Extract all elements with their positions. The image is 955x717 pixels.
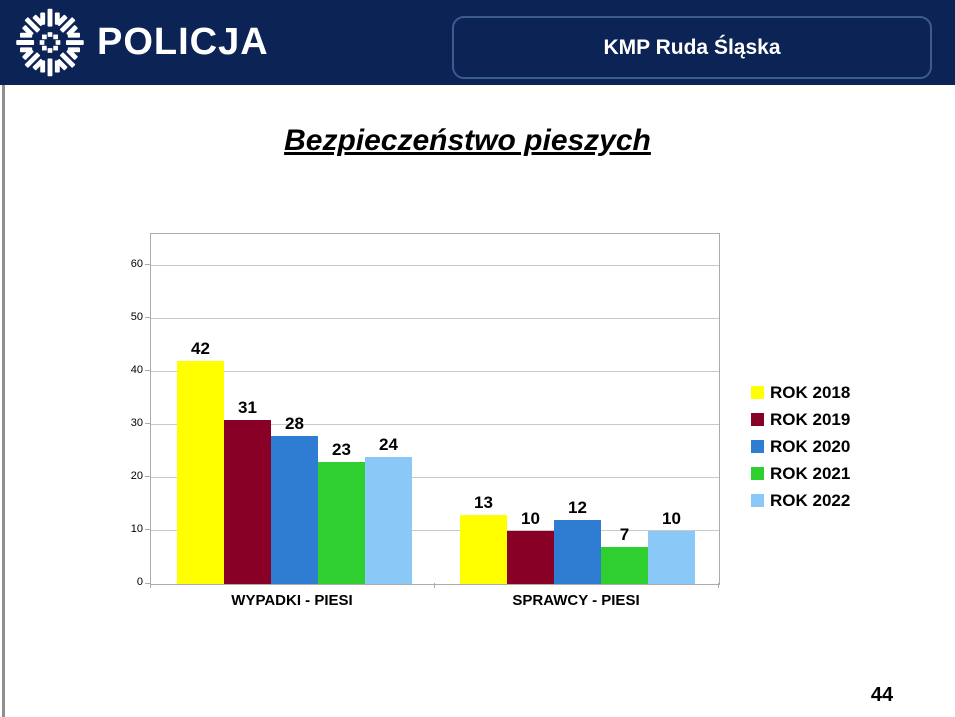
unit-badge: KMP Ruda Śląska: [452, 16, 932, 79]
bar-value-label: 10: [662, 508, 681, 528]
bar-value-label: 13: [474, 493, 493, 513]
chart-legend: ROK 2018 ROK 2019 ROK 2020 ROK 2021 ROK 2022: [751, 379, 850, 514]
legend-item: ROK 2020: [751, 433, 850, 460]
y-tick-label: 60: [130, 257, 143, 270]
bar-cell: 12: [554, 498, 601, 584]
y-tick-mark: [145, 316, 150, 318]
legend-item: ROK 2019: [751, 406, 850, 433]
y-tick-mark: [145, 475, 150, 477]
y-tick-label: 10: [130, 522, 143, 535]
bar-value-label: 24: [379, 434, 398, 454]
page-title: Bezpieczeństwo pieszych: [284, 124, 651, 157]
legend-swatch: [751, 440, 764, 453]
y-tick-mark: [145, 263, 150, 265]
gridline: [151, 370, 719, 372]
police-star-icon: [12, 5, 88, 80]
y-tick-label: 0: [136, 576, 143, 588]
bar-value-label: 28: [285, 413, 304, 433]
bar-cell: 24: [365, 435, 412, 584]
bar-value-label: 12: [568, 498, 587, 518]
bar-cell: 13: [460, 493, 507, 584]
header-bar: POLICJA KMP Ruda Śląska: [0, 0, 955, 85]
bar: [365, 456, 412, 584]
bar: [648, 530, 695, 584]
bar: [507, 530, 554, 584]
bar-value-label: 23: [332, 440, 351, 460]
legend-item: ROK 2018: [751, 379, 850, 406]
legend-item: ROK 2021: [751, 460, 850, 487]
bar-value-label: 10: [521, 508, 540, 528]
bar-value-label: 7: [619, 524, 630, 544]
y-tick-mark: [145, 583, 150, 584]
category-label: SPRAWCY - PIESI: [512, 592, 640, 609]
gridline: [151, 476, 719, 478]
legend-swatch: [751, 413, 764, 426]
bar-cell: 31: [224, 398, 271, 584]
legend-swatch: [751, 467, 764, 480]
bar-cell: 28: [271, 414, 318, 584]
bar: [318, 462, 365, 584]
y-tick-label: 50: [130, 310, 143, 323]
gridline: [151, 529, 719, 531]
y-tick-label: 20: [130, 469, 143, 482]
bar: [177, 361, 224, 584]
bar: [224, 419, 271, 584]
page-number: 44: [870, 684, 894, 706]
gridline: [151, 423, 719, 425]
x-tick-mark: [434, 583, 435, 588]
bar-value-label: 31: [238, 397, 257, 417]
y-tick-mark: [145, 422, 150, 424]
bar-cell: 42: [177, 339, 224, 584]
bar-cell: 7: [601, 525, 648, 584]
bar-group: 13 10 12 7 10: [460, 493, 695, 584]
brand-wordmark: POLICJA: [97, 21, 269, 63]
bar-group: 42 31 28 23 24: [177, 339, 412, 584]
left-edge-strip: [2, 85, 5, 717]
bar-cell: 10: [648, 509, 695, 584]
bar: [271, 435, 318, 584]
legend-swatch: [751, 494, 764, 507]
plot-area: 42 31 28 23 24 13 10 12 7 10: [150, 233, 720, 585]
category-label: WYPADKI - PIESI: [231, 592, 353, 609]
legend-label: ROK 2018: [770, 382, 851, 402]
gridline: [151, 317, 719, 319]
bar-cell: 23: [318, 440, 365, 584]
legend-label: ROK 2020: [770, 436, 851, 456]
bar: [460, 515, 507, 584]
legend-label: ROK 2021: [770, 463, 851, 483]
gridline: [151, 264, 719, 266]
bar: [601, 546, 648, 584]
bar-value-label: 42: [191, 339, 210, 359]
y-tick-mark: [145, 369, 150, 371]
x-tick-mark: [150, 583, 151, 588]
legend-swatch: [751, 386, 764, 399]
y-tick-label: 30: [130, 416, 143, 429]
y-tick-label: 40: [130, 363, 143, 376]
bar-cell: 10: [507, 509, 554, 584]
x-tick-mark: [718, 583, 719, 588]
y-tick-mark: [145, 528, 150, 530]
bar: [554, 520, 601, 584]
legend-label: ROK 2019: [770, 409, 851, 429]
legend-label: ROK 2022: [770, 490, 851, 510]
legend-item: ROK 2022: [751, 487, 850, 514]
